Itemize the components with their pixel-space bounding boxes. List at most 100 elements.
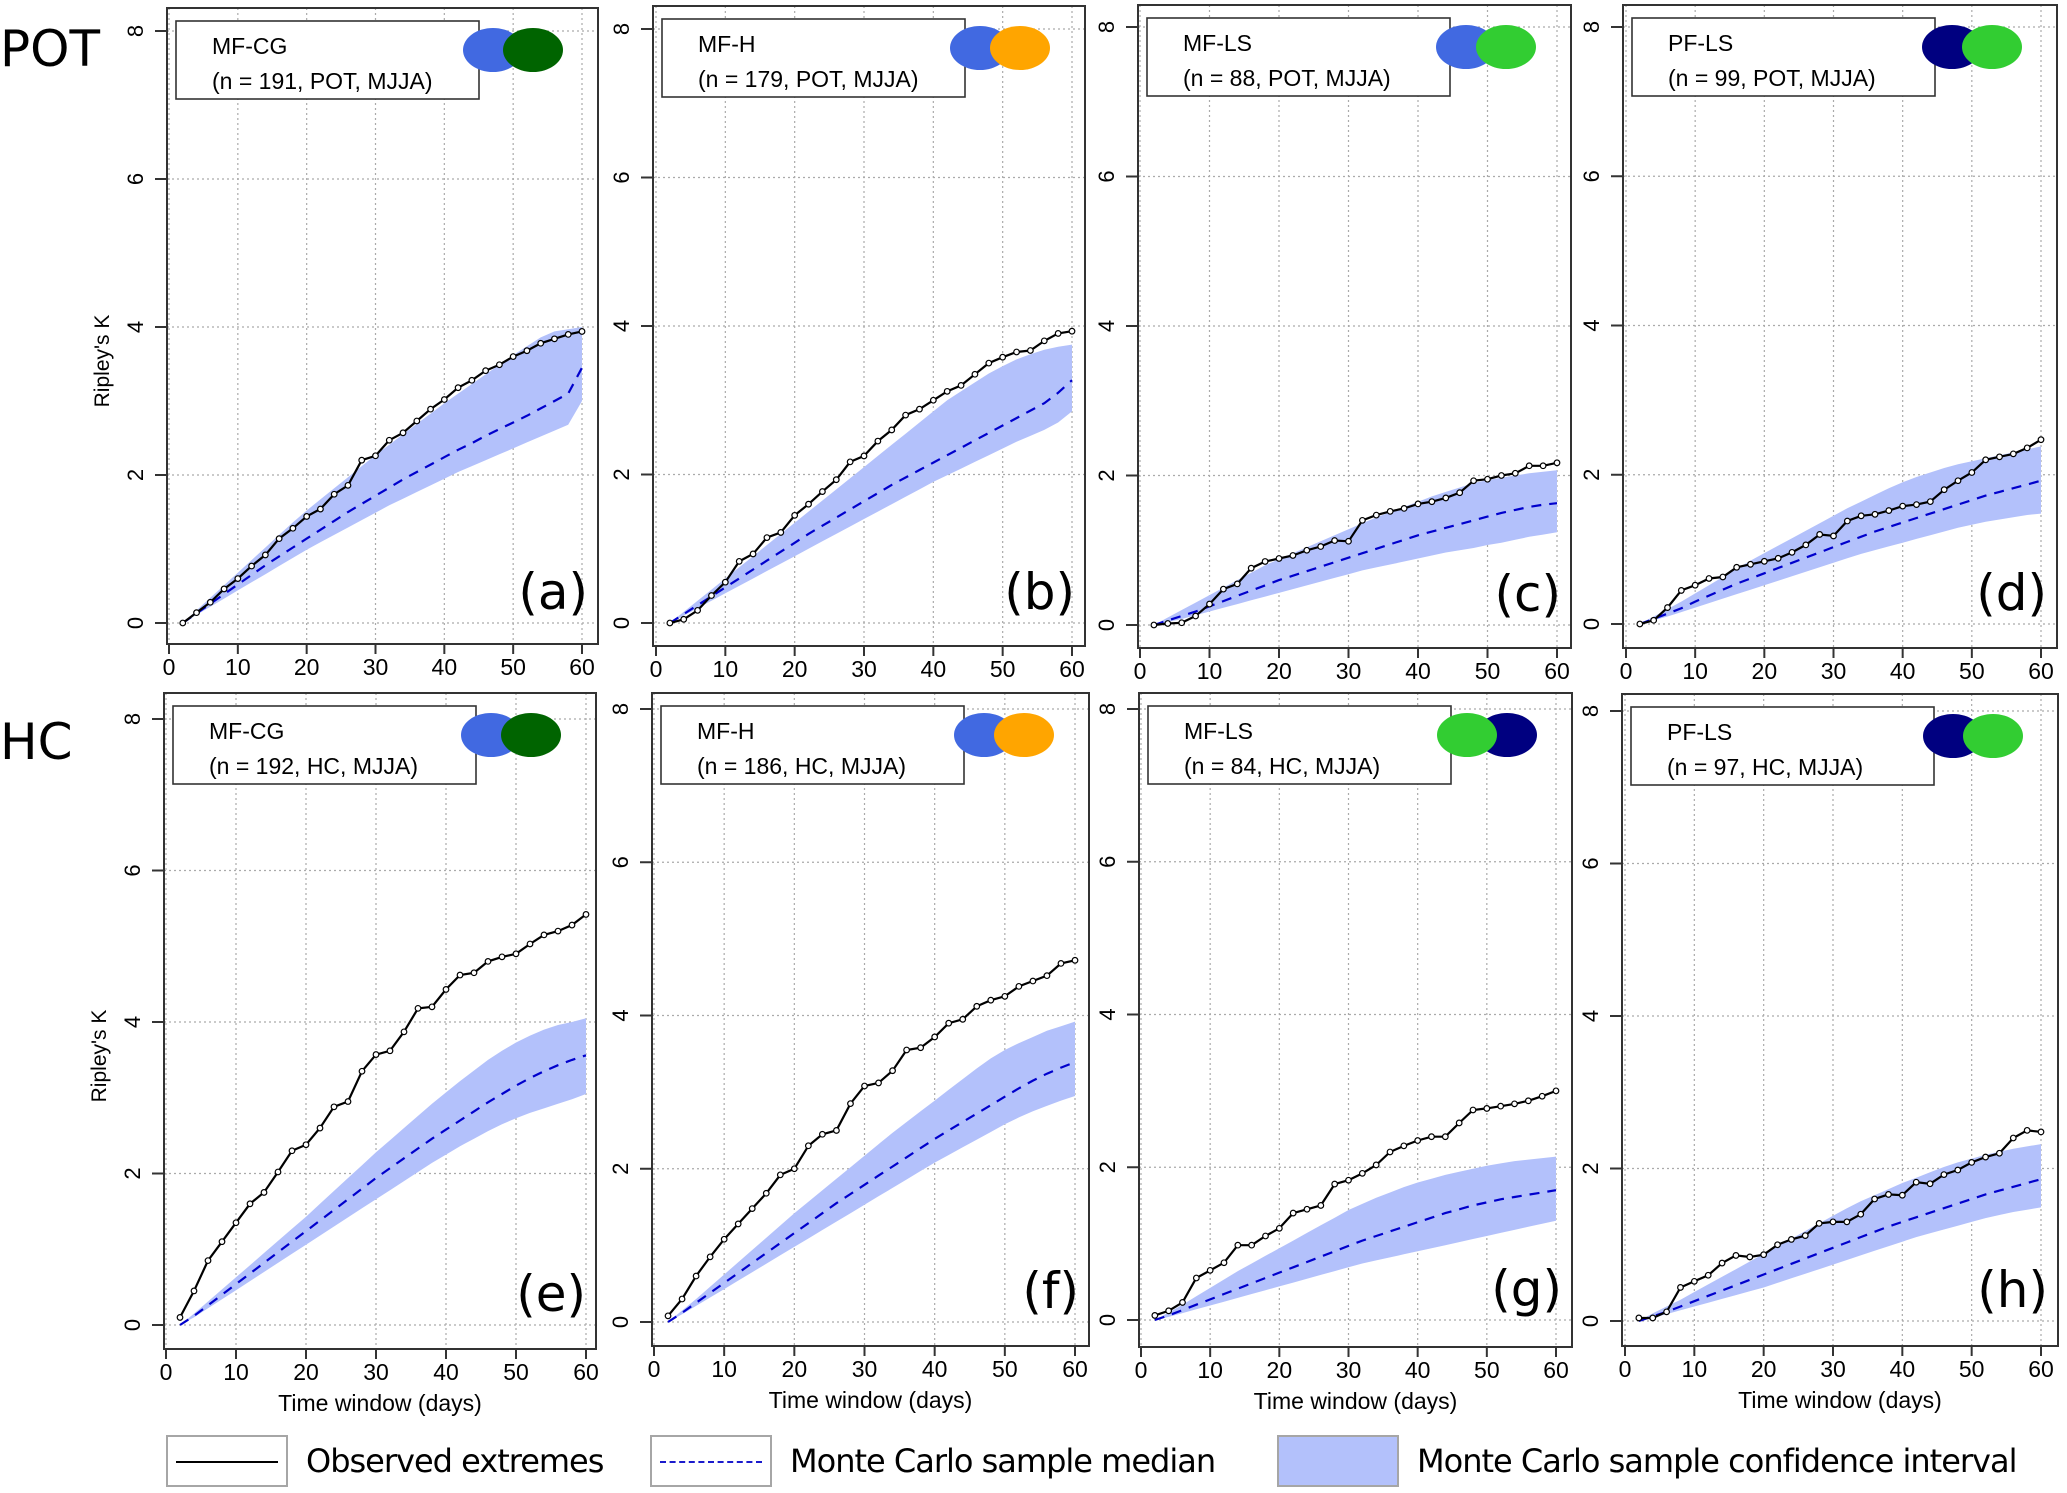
observed-point: [1262, 1232, 1269, 1240]
observed-point: [762, 1189, 770, 1197]
x-tick-label: 10: [713, 656, 739, 682]
observed-point: [275, 535, 283, 543]
panel-subtitle: (n = 192, HC, MJJA): [209, 753, 418, 779]
y-tick-label: 8: [608, 703, 633, 715]
panel-title: MF-H: [698, 31, 755, 57]
observed-point: [496, 361, 503, 369]
observed-point: [2023, 1126, 2031, 1134]
observed-point: [1206, 600, 1213, 608]
panel-subtitle: (n = 191, POT, MJJA): [212, 68, 433, 94]
y-tick-label: 8: [1579, 21, 1604, 33]
observed-point: [833, 1127, 840, 1134]
panel-title: MF-LS: [1183, 30, 1252, 56]
observed-point: [540, 931, 548, 939]
observed-point: [875, 1079, 882, 1087]
observed-point: [1441, 1133, 1449, 1141]
observed-point: [1071, 956, 1079, 964]
observed-point: [482, 367, 490, 375]
x-tick-label: 60: [2028, 1356, 2054, 1382]
observed-point: [1816, 531, 1824, 538]
x-tick-label: 50: [1475, 658, 1501, 684]
y-axis-title: Ripley's K: [88, 1010, 111, 1103]
observed-point: [694, 606, 701, 614]
observed-point: [344, 481, 352, 489]
legend-label-observed: Observed extremes: [306, 1442, 604, 1480]
x-tick-label: 40: [1890, 1356, 1916, 1382]
observed-point: [1303, 1205, 1311, 1213]
panel-subtitle: (n = 88, POT, MJJA): [1183, 65, 1391, 91]
y-tick-label: 6: [608, 856, 633, 868]
observed-point: [678, 1295, 686, 1303]
observed-point: [386, 1047, 394, 1055]
panel-d: 0 2 4 6 8 0 10 20 30 40 50 60 PF-LS (n = 99, POT, MJJ…: [1579, 4, 2058, 684]
observed-point: [1345, 537, 1352, 545]
x-tick-label: 40: [922, 1356, 948, 1382]
observed-point: [1164, 620, 1172, 627]
observed-point: [1331, 1180, 1339, 1188]
observed-point: [261, 551, 269, 559]
observed-point: [1787, 1236, 1795, 1243]
observed-point: [372, 1051, 380, 1058]
observed-point: [512, 950, 520, 958]
observed-point: [330, 490, 338, 498]
y-tick-label: 8: [609, 23, 634, 35]
observed-point: [734, 1220, 742, 1228]
region-circle-darkgreen-icon: [501, 713, 561, 757]
x-tick-label: 30: [1336, 1357, 1362, 1383]
x-tick-label: 0: [650, 656, 663, 682]
observed-point: [1871, 510, 1879, 518]
panel-title: MF-CG: [212, 33, 287, 59]
legend-key-ci: [1277, 1435, 1399, 1487]
observed-point: [791, 511, 799, 519]
x-tick-label: 0: [163, 654, 176, 680]
x-tick-label: 20: [1267, 1357, 1293, 1383]
y-tick-label: 8: [1094, 21, 1119, 33]
row-label-pot: POT: [0, 20, 101, 78]
observed-point: [1774, 1241, 1781, 1249]
observed-point: [692, 1272, 700, 1280]
observed-point: [246, 1200, 254, 1208]
observed-point: [428, 1003, 436, 1011]
panel-title: MF-LS: [1184, 718, 1253, 744]
observed-point: [1926, 498, 1934, 506]
observed-point: [1871, 1195, 1878, 1203]
x-tick-label: 20: [782, 1356, 808, 1382]
observed-point: [1247, 564, 1255, 572]
y-tick-label: 2: [1578, 1162, 1603, 1174]
observed-point: [985, 359, 993, 367]
y-tick-label: 0: [1578, 1315, 1603, 1327]
observed-point: [1026, 347, 1034, 354]
x-tick-label: 20: [1752, 658, 1778, 684]
observed-point: [1885, 507, 1893, 514]
y-tick-label: 4: [609, 320, 634, 332]
observed-point: [1830, 532, 1837, 540]
observed-point: [1469, 1106, 1477, 1114]
x-tick-label: 60: [2028, 658, 2054, 684]
panel-label: (c): [1494, 565, 1561, 623]
y-tick-label: 0: [123, 617, 148, 629]
observed-point: [537, 339, 545, 347]
observed-point: [1954, 477, 1962, 485]
observed-point: [248, 562, 256, 570]
observed-point: [1829, 1218, 1837, 1226]
observed-point: [720, 1235, 728, 1243]
observed-point: [945, 1019, 953, 1027]
observed-point: [1234, 1241, 1242, 1249]
observed-point: [888, 426, 896, 434]
confidence-band: [1639, 446, 2041, 624]
panel-label: (g): [1491, 1260, 1562, 1318]
observed-point: [1996, 453, 2003, 461]
y-tick-label: 0: [609, 617, 634, 629]
region-circle-orange-icon: [994, 713, 1054, 757]
y-tick-label: 8: [1095, 703, 1120, 715]
observed-point: [1068, 327, 1076, 335]
observed-point: [1192, 612, 1199, 620]
panel-title: PF-LS: [1668, 30, 1733, 56]
x-tick-label: 50: [503, 1359, 529, 1385]
observed-point: [1219, 585, 1227, 593]
region-circle-limegreen-icon: [1476, 25, 1536, 69]
observed-point: [874, 437, 882, 445]
observed-point: [1926, 1180, 1934, 1188]
x-tick-label: 40: [1405, 658, 1431, 684]
